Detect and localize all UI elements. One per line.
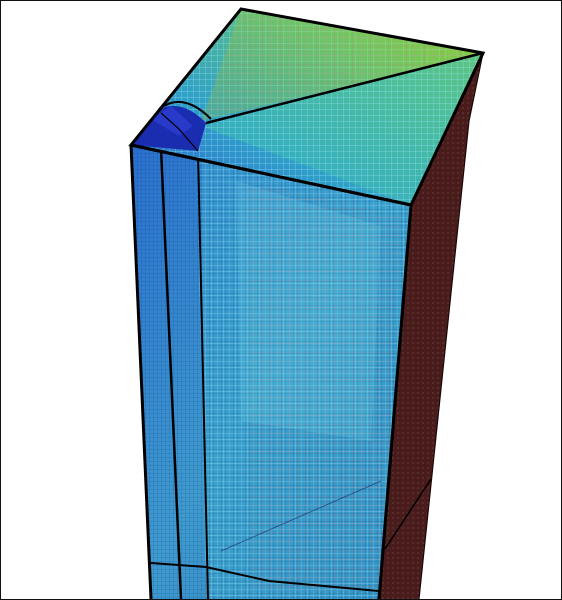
front-face: [129, 144, 413, 599]
top-face: [128, 7, 486, 207]
